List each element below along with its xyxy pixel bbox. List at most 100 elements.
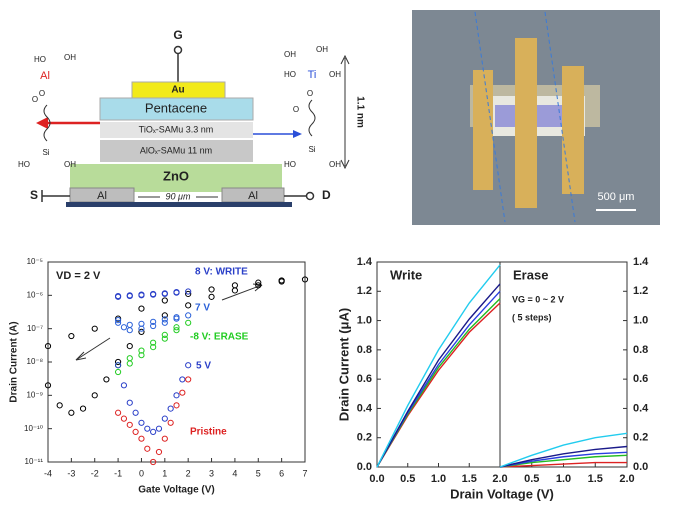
x-tick-label: 3 <box>209 468 214 478</box>
y-tick-label: 10⁻⁹ <box>26 390 43 399</box>
drain-terminal <box>305 191 315 201</box>
data-point <box>185 362 192 369</box>
data-point <box>161 316 168 323</box>
data-point <box>138 320 145 327</box>
data-point <box>150 290 157 298</box>
photo-source <box>473 70 493 190</box>
scale-bar-label: 500 μm <box>598 191 635 203</box>
series-label: 8 V: WRITE <box>195 267 248 278</box>
sweep-arrow <box>221 284 263 301</box>
data-point <box>150 339 157 346</box>
x-tick-label: -4 <box>44 468 52 478</box>
y-tick-label: 10⁻¹⁰ <box>24 424 43 433</box>
data-point <box>255 282 262 289</box>
data-point <box>114 362 122 369</box>
data-point <box>126 321 133 328</box>
photo-drain <box>562 66 584 194</box>
data-point <box>91 392 98 399</box>
data-point <box>120 382 128 389</box>
data-point <box>173 327 180 334</box>
data-point <box>155 425 163 432</box>
data-point <box>120 415 128 422</box>
photo-gate <box>515 38 537 208</box>
data-point <box>68 332 75 340</box>
x-tick-label: 1 <box>162 468 167 478</box>
y-tick-label: 1.2 <box>633 285 648 297</box>
data-point <box>138 305 145 312</box>
molecule-label: O <box>39 89 45 98</box>
x-tick-label: 2 <box>186 468 191 478</box>
al-right-label: Al <box>248 190 258 202</box>
molecule-label: Si <box>308 145 315 154</box>
au-label: Au <box>171 85 184 96</box>
y-tick-label: 0.4 <box>633 402 649 414</box>
y-tick-label: 0.0 <box>357 461 372 473</box>
right-chain <box>308 99 316 137</box>
data-point <box>114 292 122 300</box>
molecule-label: OH <box>329 160 341 169</box>
series-label: -8 V: ERASE <box>190 332 249 343</box>
data-point <box>126 421 133 428</box>
thickness-label: 1.1 nm <box>354 96 365 128</box>
data-line <box>376 264 501 468</box>
data-line <box>376 298 501 468</box>
device-photo: 500 μm <box>412 10 660 225</box>
y-tick-label: 1.0 <box>633 314 648 326</box>
data-point <box>231 282 239 289</box>
zno-layer <box>70 164 282 192</box>
data-point <box>185 302 192 309</box>
data-point <box>161 297 168 304</box>
molecule-label: HO <box>18 160 30 169</box>
x-tick-label: 0.5 <box>524 473 539 485</box>
data-point <box>114 358 122 366</box>
data-point <box>173 324 180 331</box>
y-tick-label: 1.4 <box>633 256 649 268</box>
data-line <box>499 454 628 468</box>
data-line <box>376 283 501 468</box>
x-axis-label: Gate Voltage (V) <box>138 485 215 496</box>
data-point <box>114 368 122 376</box>
y-tick-label: 10⁻¹¹ <box>25 457 44 466</box>
sweep-arrowhead <box>75 351 87 361</box>
data-point <box>126 360 133 367</box>
source-label: S <box>30 188 38 202</box>
data-point <box>208 286 215 293</box>
y-tick-label: 1.0 <box>357 314 372 326</box>
data-line <box>376 302 501 468</box>
data-point <box>126 355 133 362</box>
thickness-arrowheads <box>340 54 350 170</box>
data-point <box>138 352 145 359</box>
data-point <box>138 291 145 298</box>
x-tick-label: 0 <box>139 468 144 478</box>
data-point <box>185 319 192 326</box>
x-tick-label: -1 <box>114 468 122 478</box>
data-point <box>161 290 168 297</box>
molecule-label: OH <box>329 70 341 79</box>
y-tick-label: 0.8 <box>357 344 372 356</box>
x-axis-label: Drain Voltage (V) <box>450 486 554 501</box>
data-point <box>150 318 157 325</box>
data-point <box>179 389 186 396</box>
molecule-label: OH <box>64 160 76 169</box>
pentacene-layer <box>99 97 254 121</box>
left-chain <box>43 104 51 142</box>
data-point <box>155 448 163 456</box>
plot-frame <box>47 261 306 463</box>
tiox-layer <box>100 122 253 138</box>
x-tick-label: 0.0 <box>369 473 384 485</box>
y-tick-label: 10⁻⁶ <box>27 290 43 299</box>
molecule-label: OH <box>316 45 328 54</box>
data-point <box>301 276 309 283</box>
molecule-label: O <box>293 105 299 114</box>
data-point <box>185 312 192 319</box>
data-point <box>114 317 122 324</box>
series-label: 7 V <box>195 303 210 314</box>
molecule-label: OH <box>284 50 296 59</box>
molecule-label: HO <box>284 160 296 169</box>
y-tick-label: 0.6 <box>357 373 372 385</box>
data-point <box>138 328 145 335</box>
data-point <box>161 415 168 422</box>
data-point <box>173 314 180 321</box>
data-point <box>150 458 157 466</box>
tiox-label: TiOₓ-SAMu 3.3 nm <box>139 124 214 134</box>
